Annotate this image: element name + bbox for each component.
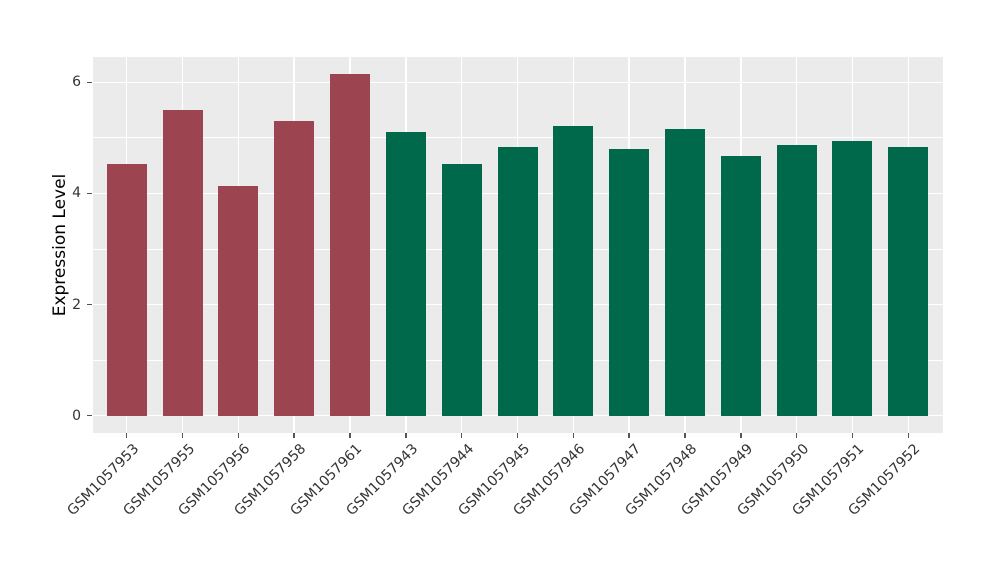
x-tick-mark xyxy=(405,433,407,438)
x-tick-mark xyxy=(349,433,351,438)
bar xyxy=(218,186,259,416)
y-tick-mark xyxy=(86,81,92,84)
y-tick-label: 0 xyxy=(72,407,81,424)
bar xyxy=(665,128,705,416)
y-axis-title: Expression Level xyxy=(50,173,70,317)
bar xyxy=(888,147,929,416)
y-tick-mark xyxy=(86,192,92,195)
bar xyxy=(274,121,315,416)
bar xyxy=(776,144,817,416)
x-tick-mark xyxy=(795,433,798,438)
bar xyxy=(720,155,761,416)
bar xyxy=(553,125,594,416)
bar xyxy=(497,147,538,416)
bar xyxy=(441,163,482,416)
x-tick-mark xyxy=(851,433,854,438)
y-tick-label: 4 xyxy=(72,185,81,202)
x-tick-mark xyxy=(684,433,686,438)
bar xyxy=(832,140,873,416)
bar xyxy=(330,73,371,416)
x-tick-mark xyxy=(628,433,630,438)
y-tick-mark xyxy=(86,414,92,417)
x-tick-mark xyxy=(125,433,128,438)
bar xyxy=(162,110,203,416)
y-tick-label: 6 xyxy=(72,74,81,91)
x-tick-mark xyxy=(516,433,519,438)
bar xyxy=(609,148,650,416)
x-tick-mark xyxy=(237,433,240,438)
bar xyxy=(385,132,426,416)
plot-panel xyxy=(93,57,943,433)
x-tick-mark xyxy=(572,433,575,438)
x-tick-mark xyxy=(181,433,184,438)
y-tick-mark xyxy=(86,303,92,306)
bar xyxy=(106,163,147,416)
x-tick-mark xyxy=(460,433,463,438)
x-tick-mark xyxy=(907,433,910,438)
x-tick-mark xyxy=(293,433,295,438)
y-tick-label: 2 xyxy=(72,296,81,313)
x-tick-mark xyxy=(740,433,742,438)
